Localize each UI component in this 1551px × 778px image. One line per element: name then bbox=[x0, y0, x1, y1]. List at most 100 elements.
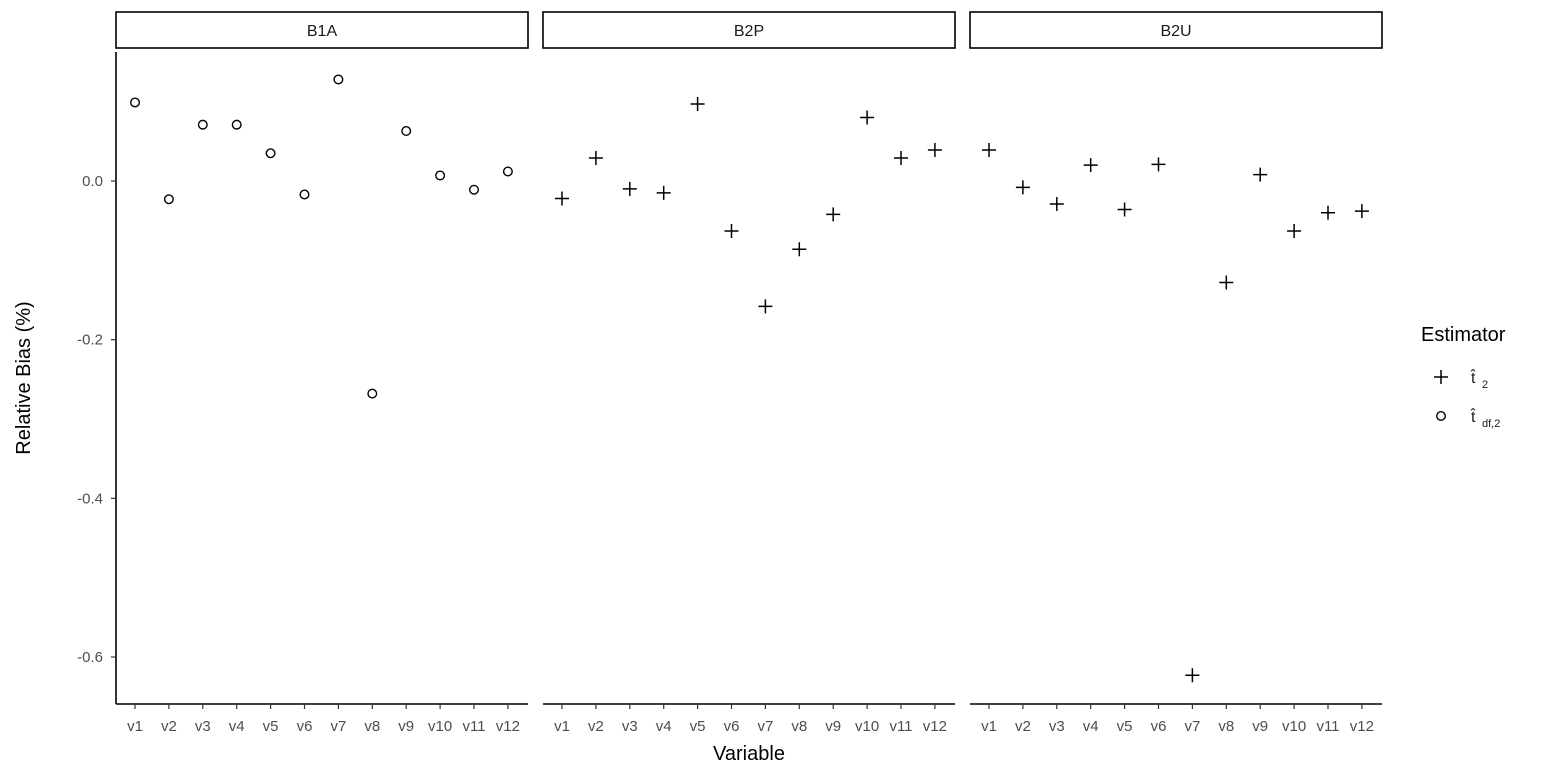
legend-label: t̂ bbox=[1470, 368, 1476, 387]
x-tick-label: v3 bbox=[195, 718, 211, 735]
facet-strip bbox=[542, 11, 956, 49]
facet-strip-label: B1A bbox=[307, 23, 338, 40]
legend-item-t2: t̂ 2 bbox=[1434, 368, 1488, 391]
point-circle bbox=[231, 119, 242, 130]
point-plus bbox=[656, 185, 671, 200]
y-tick-label: -0.6 bbox=[77, 649, 103, 666]
x-axis-title: Variable bbox=[713, 743, 785, 765]
point-plus bbox=[588, 150, 603, 165]
legend-key-plus bbox=[1434, 370, 1448, 384]
legend-key-circle bbox=[1435, 411, 1446, 422]
point-plus bbox=[1117, 202, 1132, 217]
point-plus bbox=[555, 191, 569, 206]
point-plus bbox=[1185, 668, 1200, 683]
point-plus bbox=[1049, 197, 1064, 212]
x-tick-label: v8 bbox=[1218, 718, 1234, 735]
point-plus bbox=[1354, 204, 1369, 219]
point-plus bbox=[860, 110, 875, 125]
x-tick-label: v8 bbox=[791, 718, 807, 735]
point-plus bbox=[927, 143, 942, 158]
x-tick-label: v4 bbox=[1083, 718, 1099, 735]
x-tick-label: v10 bbox=[855, 718, 879, 735]
y-tick-label: -0.2 bbox=[77, 332, 103, 349]
facet-panel-b1a: B1A v1 v2 v3 v4 v5 v6 v7 v8 v9 v10 v11 v12 bbox=[115, 11, 529, 735]
point-circle bbox=[197, 119, 208, 130]
point-plus bbox=[724, 223, 739, 238]
point-plus bbox=[1015, 180, 1030, 195]
point-plus bbox=[622, 181, 637, 196]
point-circle bbox=[401, 126, 412, 137]
x-tick-label: v6 bbox=[1151, 718, 1167, 735]
point-plus bbox=[792, 242, 807, 257]
point-plus bbox=[894, 150, 908, 165]
x-tick-label: v6 bbox=[724, 718, 740, 735]
facet-strip bbox=[115, 11, 529, 49]
legend-label: t̂ bbox=[1470, 407, 1476, 426]
point-plus bbox=[982, 143, 996, 158]
x-tick-label: v6 bbox=[297, 718, 313, 735]
x-tick-label: v9 bbox=[825, 718, 841, 735]
x-tick-label: v8 bbox=[364, 718, 380, 735]
x-tick-label: v12 bbox=[1350, 718, 1374, 735]
point-circle bbox=[265, 148, 276, 159]
point-plus bbox=[826, 207, 841, 222]
x-tick-label: v12 bbox=[923, 718, 947, 735]
x-tick-label: v11 bbox=[1316, 718, 1339, 735]
facet-strip-label: B2U bbox=[1160, 23, 1191, 40]
legend: Estimator t̂ 2 t̂ df,2 bbox=[1421, 324, 1506, 430]
y-tick-label: -0.4 bbox=[77, 490, 103, 507]
facet-panels: B1A v1 v2 v3 v4 v5 v6 v7 v8 v9 v10 v11 v12 B2P v1 v2 v3 v… bbox=[115, 11, 1383, 735]
x-tick-label: v7 bbox=[330, 718, 346, 735]
point-plus bbox=[1151, 157, 1166, 172]
point-circle bbox=[299, 189, 310, 200]
x-tick-label: v1 bbox=[554, 718, 570, 735]
legend-label-subscript: df,2 bbox=[1482, 418, 1500, 430]
point-circle bbox=[367, 388, 378, 399]
point-plus bbox=[690, 97, 705, 112]
point-circle bbox=[163, 194, 174, 205]
x-tick-label: v2 bbox=[588, 718, 604, 735]
y-axis: 0.0 -0.2 -0.4 -0.6 bbox=[77, 52, 117, 704]
y-axis-title: Relative Bias (%) bbox=[13, 301, 35, 454]
x-tick-label: v2 bbox=[1015, 718, 1031, 735]
x-tick-label: v7 bbox=[1184, 718, 1200, 735]
facet-strip-label: B2P bbox=[734, 23, 764, 40]
x-tick-label: v4 bbox=[229, 718, 245, 735]
x-tick-label: v1 bbox=[127, 718, 143, 735]
y-tick-label: 0.0 bbox=[82, 173, 103, 190]
x-tick-label: v2 bbox=[161, 718, 177, 735]
x-tick-label: v3 bbox=[622, 718, 638, 735]
point-plus bbox=[1253, 167, 1268, 182]
legend-title: Estimator bbox=[1421, 324, 1506, 346]
x-tick-label: v10 bbox=[428, 718, 452, 735]
legend-item-tdf2: t̂ df,2 bbox=[1435, 407, 1500, 430]
point-circle bbox=[469, 184, 480, 195]
point-plus bbox=[1083, 158, 1098, 173]
x-tick-label: v10 bbox=[1282, 718, 1306, 735]
x-tick-label: v7 bbox=[757, 718, 773, 735]
x-tick-label: v5 bbox=[690, 718, 706, 735]
x-tick-label: v9 bbox=[1252, 718, 1268, 735]
x-tick-label: v5 bbox=[263, 718, 279, 735]
point-plus bbox=[758, 299, 773, 314]
facet-panel-b2p: B2P v1 v2 v3 v4 v5 v6 v7 v8 v9 v10 v11 v12 bbox=[542, 11, 956, 735]
point-circle bbox=[333, 74, 344, 85]
facet-panel-b2u: B2U v1 v2 v3 v4 v5 v6 v7 v8 v9 v10 v11 v12 bbox=[969, 11, 1383, 735]
facet-strip bbox=[969, 11, 1383, 49]
legend-label-subscript: 2 bbox=[1482, 379, 1488, 391]
x-tick-label: v5 bbox=[1117, 718, 1133, 735]
point-plus bbox=[1219, 275, 1234, 290]
x-tick-label: v11 bbox=[889, 718, 912, 735]
x-tick-label: v4 bbox=[656, 718, 672, 735]
point-plus bbox=[1287, 223, 1302, 238]
point-circle bbox=[129, 97, 140, 108]
point-circle bbox=[435, 170, 446, 181]
x-tick-label: v9 bbox=[398, 718, 414, 735]
point-circle bbox=[502, 166, 513, 177]
point-plus bbox=[1321, 205, 1335, 220]
x-tick-label: v11 bbox=[462, 718, 485, 735]
x-tick-label: v3 bbox=[1049, 718, 1065, 735]
x-tick-label: v12 bbox=[496, 718, 520, 735]
x-tick-label: v1 bbox=[981, 718, 997, 735]
